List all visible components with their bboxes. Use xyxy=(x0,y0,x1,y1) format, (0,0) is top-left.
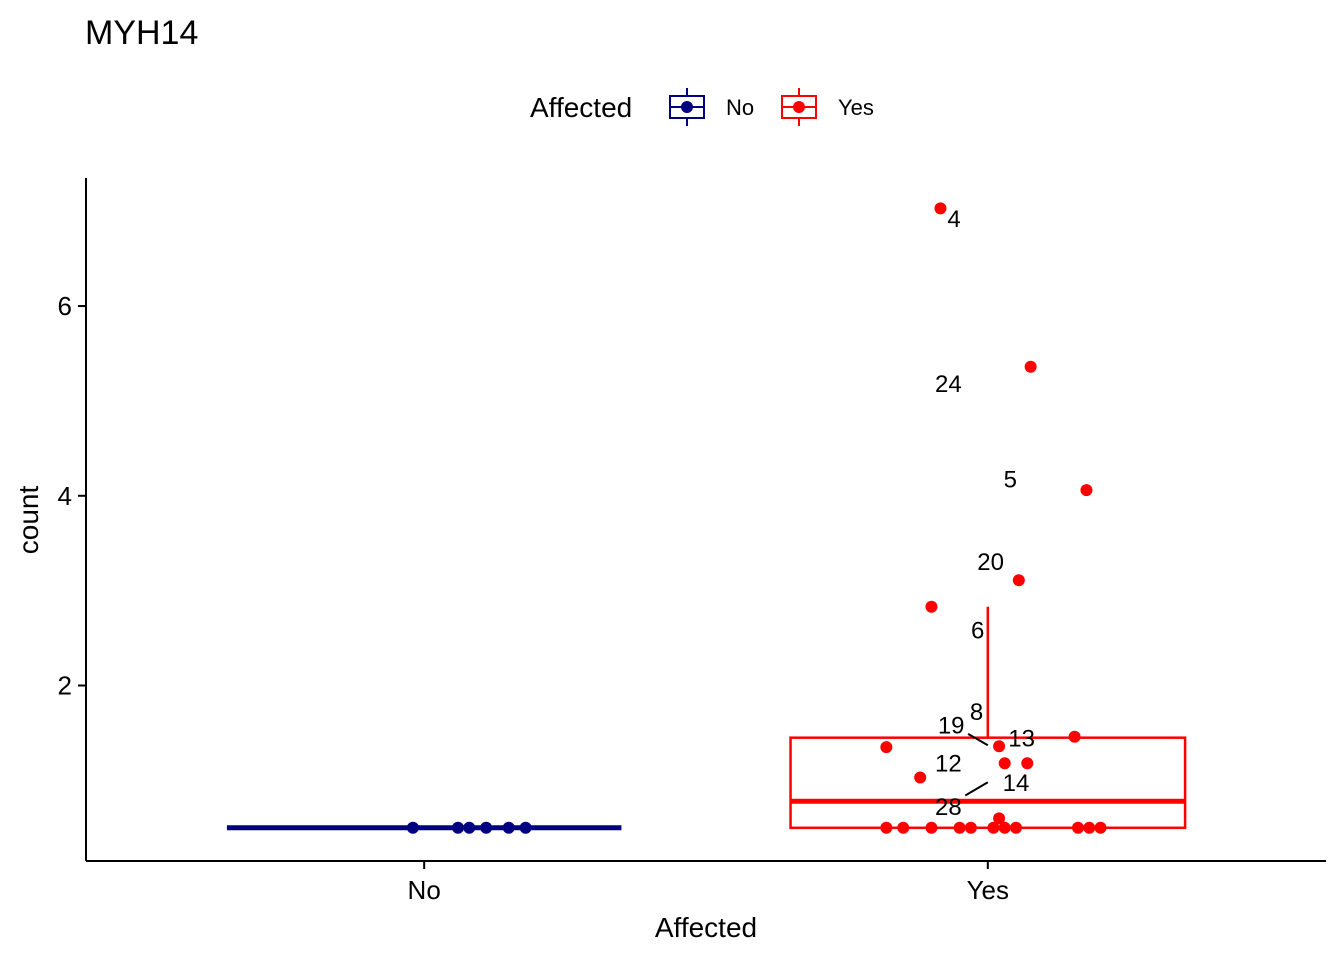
data-point xyxy=(880,821,893,834)
data-point xyxy=(993,812,1006,825)
data-point xyxy=(1021,757,1034,770)
data-point xyxy=(1072,821,1084,834)
data-point xyxy=(964,821,977,834)
point-label: 28 xyxy=(935,794,962,821)
point-label: 6 xyxy=(971,617,984,644)
chart-title: MYH14 xyxy=(85,14,198,52)
data-point xyxy=(897,821,910,834)
data-point xyxy=(519,821,532,834)
legend-label: Yes xyxy=(838,95,874,120)
legend-title: Affected xyxy=(530,92,632,123)
y-tick-label: 2 xyxy=(58,671,72,701)
point-label: 19 xyxy=(938,712,965,739)
data-point xyxy=(998,821,1011,834)
data-point xyxy=(1094,821,1107,834)
x-axis-title: Affected xyxy=(655,912,757,943)
data-point xyxy=(925,821,938,834)
data-point xyxy=(502,821,515,834)
data-point xyxy=(998,757,1011,770)
y-tick-label: 4 xyxy=(58,481,72,511)
legend-label: No xyxy=(726,95,754,120)
y-tick-label: 6 xyxy=(58,291,72,321)
y-axis-title: count xyxy=(13,486,44,555)
legend-key-point xyxy=(681,101,693,113)
point-label: 20 xyxy=(977,549,1004,576)
leader-line-14 xyxy=(964,781,989,797)
point-label: 4 xyxy=(947,206,960,233)
data-point xyxy=(463,821,476,834)
data-point xyxy=(1083,821,1096,834)
x-tick-label: Yes xyxy=(967,875,1009,905)
data-point xyxy=(406,821,419,834)
data-point xyxy=(480,821,493,834)
leader-line-19 xyxy=(967,733,989,747)
data-point xyxy=(925,600,938,613)
legend-key-point xyxy=(793,101,805,113)
data-point xyxy=(1080,484,1093,497)
legend-key-yes xyxy=(781,88,817,126)
point-label: 8 xyxy=(970,699,983,726)
data-point xyxy=(452,821,464,834)
point-label: 24 xyxy=(935,371,962,398)
box-yes xyxy=(789,606,1187,830)
data-point xyxy=(914,771,927,784)
data-point xyxy=(1068,730,1081,743)
data-point xyxy=(1012,574,1025,587)
data-point xyxy=(993,740,1006,753)
data-point xyxy=(953,821,966,834)
data-point xyxy=(880,741,893,754)
data-point xyxy=(987,821,1000,834)
point-label: 12 xyxy=(935,750,962,777)
data-point xyxy=(1024,360,1037,373)
legend-key-no xyxy=(669,88,705,126)
point-label: 13 xyxy=(1008,726,1035,753)
legend: Affected No Yes xyxy=(530,88,874,126)
data-point xyxy=(934,202,947,215)
point-label: 14 xyxy=(1003,770,1030,797)
x-tick-label: No xyxy=(408,875,441,905)
point-label: 5 xyxy=(1004,467,1017,494)
data-point xyxy=(1010,821,1022,834)
